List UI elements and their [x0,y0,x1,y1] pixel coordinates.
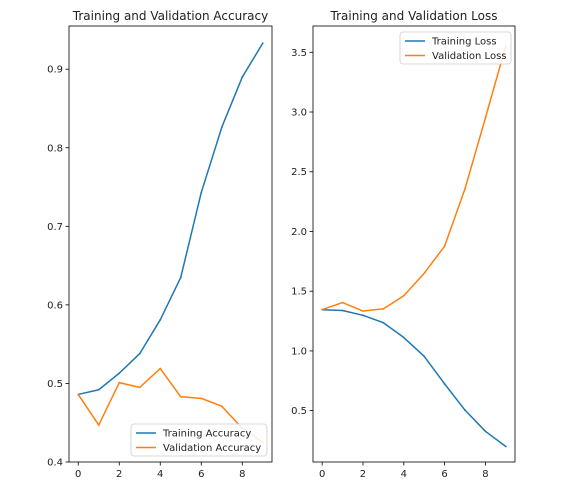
data-point [179,276,182,279]
data-point [341,301,344,304]
data-point [382,307,385,310]
data-point [341,309,344,312]
x-tick-label: 8 [482,469,488,480]
data-point [423,355,426,358]
data-point [97,388,100,391]
data-point [504,445,507,448]
data-point [118,372,121,375]
data-point [159,318,162,321]
x-tick-label: 0 [319,469,325,480]
data-point [138,386,141,389]
y-tick-label: 0.8 [47,143,63,154]
chart-panel-1: Training and Validation Loss 0 2 4 6 8 0.5 1.0 1… [291,9,516,480]
data-point [382,321,385,324]
x-tick-label: 4 [157,469,163,480]
legend-label: Training Loss [431,37,497,48]
legend: Training Loss Validation Loss [399,31,512,65]
y-tick-label: 2.0 [291,227,307,238]
legend-label: Validation Loss [432,51,507,62]
data-point [484,117,487,119]
series-line-training-accuracy [78,42,264,396]
x-tick-label: 6 [441,469,447,480]
data-point [118,381,121,384]
data-point [200,397,203,400]
data-point [138,352,141,355]
data-point [464,187,466,190]
data-point [220,405,223,408]
series-line-training-loss [322,308,507,448]
y-tick-label: 1.5 [291,287,307,298]
y-tick-label: 0.7 [47,222,63,233]
x-tick-label: 0 [75,469,81,480]
data-point [179,395,182,398]
data-point [443,245,446,248]
legend-box [399,31,512,65]
series-line-validation-accuracy [77,367,264,443]
chart-title: Training and Validation Accuracy [72,9,268,23]
legend-label: Training Accuracy [162,429,251,440]
x-tick-label: 4 [401,469,407,480]
data-point [402,294,405,297]
data-point [484,430,487,433]
data-point [423,272,426,275]
data-point [464,409,466,412]
data-point [220,126,223,129]
legend: Training Accuracy Validation Accuracy [130,423,268,457]
data-point [261,42,264,45]
y-tick-label: 2.5 [291,167,307,178]
x-tick-label: 8 [239,469,245,480]
legend-box [130,423,268,457]
data-point [77,393,80,396]
data-point [159,367,162,370]
y-tick-label: 0.5 [291,406,307,417]
legend-label: Validation Accuracy [163,443,261,454]
y-tick-label: 0.9 [47,65,63,76]
plot-frame [312,25,516,463]
data-point [443,382,446,385]
y-tick-label: 0.6 [47,300,63,311]
data-point [362,314,364,317]
y-tick-label: 3.0 [291,108,307,119]
plot-frame [68,25,273,463]
data-point [241,76,244,78]
y-tick-label: 0.4 [47,458,63,469]
x-tick-label: 2 [116,469,122,480]
series-line-validation-loss [321,45,507,312]
x-tick-label: 6 [198,469,204,480]
y-tick-label: 3.5 [291,48,307,59]
y-tick-label: 0.5 [47,379,63,390]
chart-panel-0: Training and Validation Accuracy 0 2 4 6 8 0.4… [47,9,273,480]
x-tick-label: 2 [360,469,366,480]
data-point [97,424,100,426]
data-point [402,336,405,339]
data-point [200,191,203,194]
data-point [362,310,364,312]
data-point [321,308,324,311]
y-tick-label: 1.0 [291,346,307,357]
chart-title: Training and Validation Loss [330,9,498,23]
